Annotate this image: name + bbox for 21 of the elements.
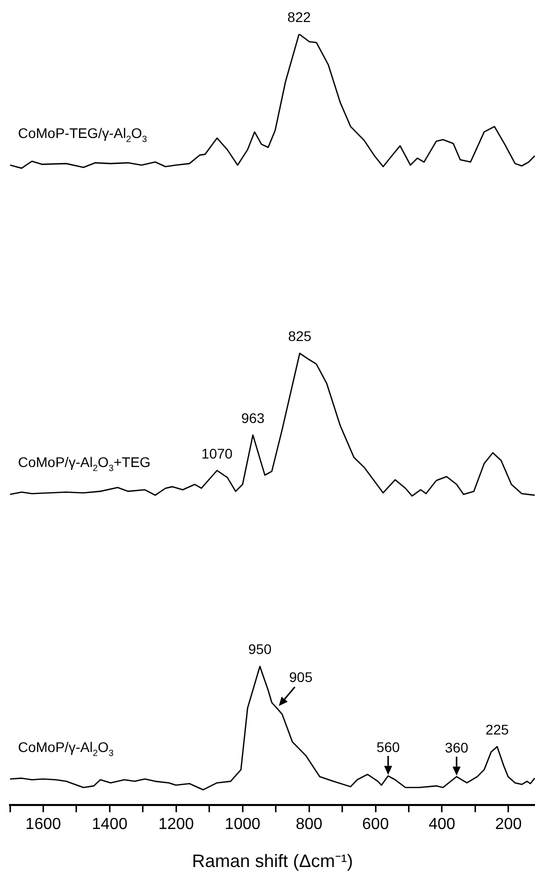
annotation: 822 xyxy=(287,8,311,25)
x-axis-title: Raman shift (Δcm⁻¹) xyxy=(192,851,354,872)
annotation: 963 xyxy=(241,410,265,426)
series-label: CoMoP/γ-Al$_{2}$O$_{3}$+TEG xyxy=(18,454,151,474)
annotation: 950 xyxy=(248,641,272,658)
annotation: 225 xyxy=(485,721,510,738)
x-tick-label: 1600 xyxy=(25,816,62,834)
series-label: CoMoP/γ-Al$_{2}$O$_{3}$ xyxy=(18,738,114,758)
series-label: CoMoP-TEG/γ-Al$_{2}$O$_{3}$ xyxy=(18,125,148,144)
annotation: 360 xyxy=(444,740,468,756)
x-tick-label: 600 xyxy=(362,816,389,834)
annotation: 560 xyxy=(376,738,400,755)
x-tick-label: 1400 xyxy=(92,816,128,834)
annotation: 1070 xyxy=(201,445,233,462)
x-tick-label: 1000 xyxy=(224,816,260,834)
x-tick-label: 200 xyxy=(495,816,522,834)
x-tick-label: 800 xyxy=(296,816,322,834)
x-tick-label: 400 xyxy=(428,816,456,834)
x-tick-label: 1200 xyxy=(158,816,194,834)
annotation: 905 xyxy=(289,668,313,685)
annotation: 825 xyxy=(288,328,312,344)
